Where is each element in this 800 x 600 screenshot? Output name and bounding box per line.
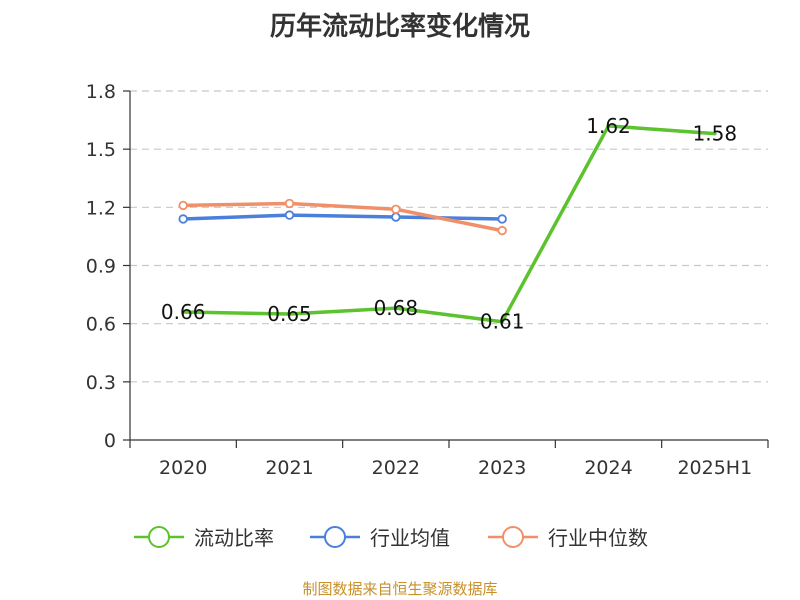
series-point	[178, 214, 188, 224]
series-point	[284, 198, 295, 209]
x-tick-label: 2025H1	[677, 457, 752, 479]
data-label: 1.62	[586, 114, 631, 138]
x-tick-label: 2021	[265, 457, 313, 479]
legend-label: 行业均值	[370, 526, 450, 550]
legend-swatch-marker	[324, 526, 346, 548]
series-point	[391, 204, 401, 214]
y-tick-label: 0.3	[86, 372, 116, 394]
legend-swatch-marker	[502, 526, 524, 548]
x-tick-label: 2023	[478, 457, 526, 479]
data-label: 0.66	[161, 300, 206, 324]
series-point	[284, 210, 295, 220]
series-line-1	[181, 213, 504, 221]
y-tick-label: 0	[104, 430, 116, 452]
series-point	[497, 214, 507, 224]
y-tick-label: 1.5	[86, 139, 116, 161]
y-tick-label: 0.6	[86, 314, 116, 336]
x-tick-label: 2022	[372, 457, 420, 479]
data-label: 1.58	[693, 122, 738, 146]
data-label: 0.68	[374, 296, 419, 320]
source-note: 制图数据来自恒生聚源数据库	[302, 580, 498, 598]
legend-label: 行业中位数	[548, 526, 648, 550]
x-tick-label: 2024	[584, 457, 632, 479]
series-point	[178, 200, 188, 211]
x-tick-label: 2020	[159, 457, 207, 479]
series-line-0	[181, 124, 717, 324]
y-tick-label: 0.9	[86, 256, 116, 278]
series-point	[497, 225, 507, 236]
series-point	[391, 212, 401, 222]
chart-title: 历年流动比率变化情况	[269, 12, 530, 42]
y-tick-label: 1.8	[86, 81, 116, 103]
data-label: 0.61	[480, 310, 525, 334]
legend-label: 流动比率	[194, 526, 274, 550]
data-label: 0.65	[267, 302, 312, 326]
legend-swatch-marker	[148, 526, 170, 548]
series-line-2	[181, 201, 504, 233]
y-tick-label: 1.2	[86, 197, 116, 219]
